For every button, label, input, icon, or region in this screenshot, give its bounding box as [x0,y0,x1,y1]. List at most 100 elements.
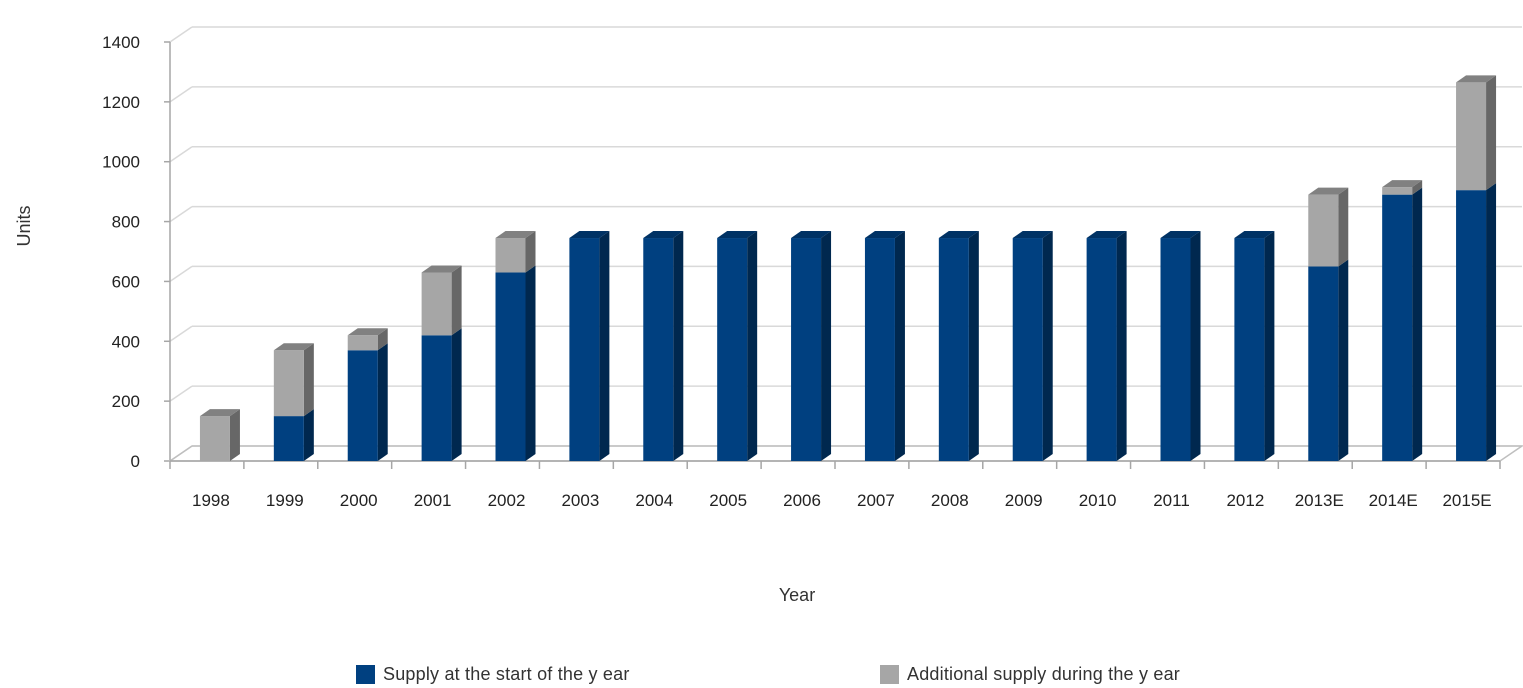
x-tick-label: 2015E [1442,491,1491,510]
x-tick-label: 2008 [931,491,969,510]
bar-side-face [599,231,610,461]
bar-side-face [1190,231,1201,461]
bar-side-face [303,409,314,461]
bar-front-face [273,350,304,417]
y-axis-title: Units [14,205,34,246]
bar-top-face [569,231,610,239]
bar-front-face [273,416,304,461]
bar-side-face [747,231,758,461]
bar-front-face [1308,266,1339,461]
bar-segment-additional-supply [421,265,462,336]
y-tick-label: 800 [112,213,140,232]
bar-segment-supply-start [791,231,832,461]
bar-side-face [451,265,462,336]
bar-side-face [673,231,684,461]
gridlines [169,26,1522,462]
y-tick-label: 200 [112,392,140,411]
gridline-side [169,26,193,43]
bar-segment-supply-start [1012,231,1053,461]
bar-top-face [1456,75,1497,83]
bar-side-face [821,231,832,461]
bar-top-face [347,328,388,336]
x-tick-label: 2013E [1295,491,1344,510]
bar-segment-supply-start [273,409,314,461]
bar-segment-supply-start [938,231,979,461]
bar-top-face [1086,231,1127,239]
legend: Supply at the start of the y ear Additio… [0,664,1523,688]
bar-side-face [303,343,314,417]
bar-side-face [525,231,536,273]
x-tick-label: 2011 [1153,491,1190,510]
bar-segment-supply-start [1234,231,1275,461]
axes [164,41,1523,469]
x-axis-title: Year [779,585,815,605]
bar-segment-supply-start [717,231,758,461]
x-tick-label: 2012 [1226,491,1264,510]
bar-top-face [421,265,462,273]
bar-front-face [1012,238,1043,461]
y-tick-label: 1200 [102,93,140,112]
bar-front-face [199,416,230,461]
bar-side-face [894,231,905,461]
bar-segment-supply-start [1308,259,1349,461]
bar-front-face [1160,238,1191,461]
bar-side-face [1338,259,1349,461]
bar-front-face [347,350,378,461]
bar-segment-supply-start [1382,187,1423,461]
bars [199,75,1497,461]
bar-side-face [1486,75,1497,191]
bar-side-face [1264,231,1275,461]
bar-top-face [1234,231,1275,239]
bar-side-face [1486,183,1497,461]
bar-front-face [1382,187,1413,195]
x-tick-label: 2000 [340,491,378,510]
bar-front-face [569,238,600,461]
bar-segment-supply-start [643,231,684,461]
bar-segment-additional-supply [1456,75,1497,191]
bar-side-face [1412,187,1423,461]
bar-segment-additional-supply [199,409,240,461]
y-tick-label: 0 [131,452,140,471]
bar-top-face [1012,231,1053,239]
gridline-side [169,265,193,283]
x-tick-label: 2010 [1079,491,1117,510]
bar-top-face [938,231,979,239]
bar-front-face [347,335,378,351]
y-tick-labels: 0 200 400 600 800 1000 1200 1400 [102,33,140,471]
bar-front-face [1234,238,1265,461]
x-tick-label: 2007 [857,491,895,510]
bar-side-face [1338,187,1349,267]
x-tick-label: 2014E [1369,491,1418,510]
bar-front-face [421,272,452,336]
gridline-side [169,86,193,103]
bar-front-face [421,335,452,461]
bar-front-face [1086,238,1117,461]
y-tick-label: 600 [112,272,140,291]
bar-top-face [199,409,240,417]
bar-segment-supply-start [1160,231,1201,461]
bar-segment-supply-start [495,265,536,461]
bar-top-face [791,231,832,239]
bar-top-face [1382,180,1423,188]
bar-top-face [864,231,905,239]
legend-item-supply-start: Supply at the start of the y ear [356,664,630,685]
bar-top-face [273,343,314,351]
bar-front-face [938,238,969,461]
bar-front-face [1382,194,1413,461]
gridline-side [169,205,193,223]
bar-segment-supply-start [864,231,905,461]
bar-side-face [377,328,388,351]
bar-side-face [229,409,240,461]
bar-top-face [643,231,684,239]
legend-label-additional-supply: Additional supply during the y ear [907,664,1180,684]
legend-label-supply-start: Supply at the start of the y ear [383,664,630,684]
bar-segment-supply-start [1456,183,1497,461]
bar-segment-additional-supply [495,231,536,273]
x-tick-label: 2002 [488,491,526,510]
bar-side-face [451,328,462,461]
x-tick-label: 2004 [635,491,673,510]
bar-top-face [1160,231,1201,239]
bar-segment-additional-supply [273,343,314,417]
bar-front-face [1456,82,1487,191]
